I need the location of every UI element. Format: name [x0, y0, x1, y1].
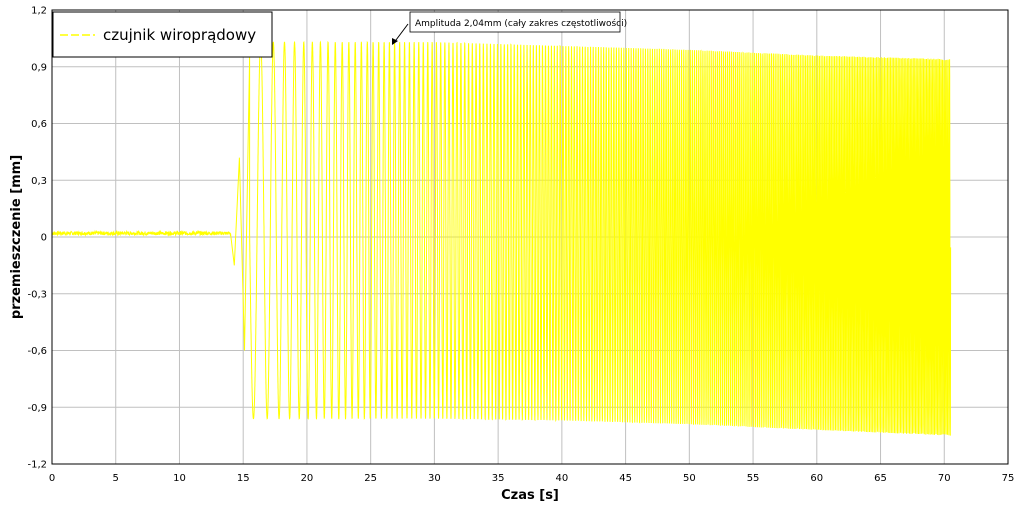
x-tick-label: 35 — [492, 473, 505, 484]
annotation-text: Amplituda 2,04mm (cały zakres częstotliw… — [415, 18, 627, 29]
legend-label: czujnik wiroprądowy — [103, 26, 256, 44]
legend: czujnik wiroprądowy — [52, 11, 273, 58]
annotation-arrowhead — [392, 38, 398, 45]
x-tick-label: 5 — [113, 473, 119, 484]
y-tick-label: -0,9 — [27, 403, 47, 414]
y-axis-title: przemieszczenie [mm] — [9, 155, 24, 319]
plot-area-border — [51, 9, 1009, 465]
x-tick-label: 10 — [173, 473, 186, 484]
y-tick-label: 0,9 — [31, 62, 47, 73]
y-tick-label: 0,3 — [31, 176, 47, 187]
x-tick-label: 0 — [49, 473, 55, 484]
x-tick-label: 30 — [428, 473, 441, 484]
x-tick-label: 50 — [683, 473, 696, 484]
y-tick-label: 0,6 — [31, 119, 47, 130]
annotation-box — [409, 11, 621, 33]
x-tick-label: 15 — [237, 473, 250, 484]
x-tick-label: 40 — [555, 473, 568, 484]
x-tick-label: 55 — [747, 473, 760, 484]
x-axis-title: Czas [s] — [501, 488, 559, 503]
series-line-group — [51, 40, 952, 436]
x-tick-label: 70 — [938, 473, 951, 484]
y-tick-label: -0,3 — [27, 289, 47, 300]
y-tick-label: -1,2 — [27, 460, 47, 471]
annotation: Amplituda 2,04mm (cały zakres częstotliw… — [392, 11, 627, 45]
x-tick-label: 60 — [810, 473, 823, 484]
y-tick-label: 1,2 — [31, 6, 47, 17]
x-tick-label: 25 — [364, 473, 377, 484]
x-tick-label: 20 — [301, 473, 314, 484]
x-tick-label: 45 — [619, 473, 632, 484]
y-tick-label: 0 — [41, 233, 47, 244]
x-tick-label: 65 — [874, 473, 887, 484]
series-line-czujnik-wiropradowy — [51, 40, 952, 436]
y-tick-label: -0,6 — [27, 346, 47, 357]
x-tick-label: 75 — [1002, 473, 1015, 484]
x-tick-labels: 0 5 10 15 20 25 30 35 40 45 50 55 60 65 70 75 — [49, 473, 1015, 484]
y-tick-labels: 1,2 0,9 0,6 0,3 0 -0,3 -0,6 -0,9 -1,2 — [27, 6, 47, 471]
